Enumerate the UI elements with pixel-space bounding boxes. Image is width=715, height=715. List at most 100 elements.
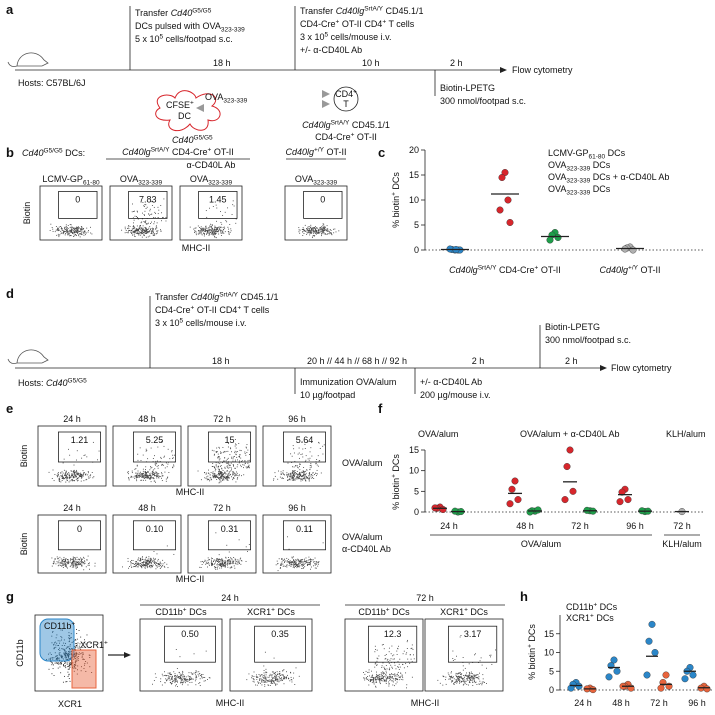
event-dot <box>473 676 475 678</box>
event-dot <box>267 684 269 686</box>
event-dot <box>296 564 298 566</box>
event-dot <box>284 677 286 679</box>
event-dot <box>222 214 224 216</box>
event-dot <box>122 566 123 568</box>
event-dot <box>461 677 463 679</box>
event-dot <box>65 559 66 561</box>
row-label: OVA/alum <box>342 532 382 542</box>
x-tick-label: 96 h <box>688 698 706 708</box>
event-dot <box>326 228 328 230</box>
event-dot <box>259 675 261 677</box>
text-segment: Transfer <box>300 6 336 16</box>
text-segment: Cd40 <box>22 148 44 158</box>
event-dot <box>477 677 479 679</box>
event-dot <box>214 567 216 569</box>
event-dot <box>454 681 456 683</box>
event-dot <box>140 227 142 229</box>
event-dot <box>65 226 67 228</box>
event-dot <box>81 655 83 657</box>
event-dot <box>88 477 90 479</box>
event-dot <box>298 675 300 677</box>
event-dot <box>450 677 452 679</box>
event-dot <box>143 235 145 237</box>
event-dot <box>144 563 145 565</box>
text-segment: DCs <box>527 624 537 644</box>
text-segment: Cd40lg <box>302 120 331 130</box>
label: Hosts: C57BL/6J <box>18 78 86 88</box>
event-dot <box>230 462 232 464</box>
event-dot <box>150 223 151 224</box>
event-dot <box>225 220 227 222</box>
text-segment: DCs <box>605 148 625 158</box>
event-dot <box>63 226 65 228</box>
event-dot <box>81 565 83 567</box>
event-dot <box>304 472 305 474</box>
event-dot <box>382 673 384 675</box>
event-dot <box>145 220 147 222</box>
event-dot <box>128 225 130 227</box>
event-dot <box>77 480 78 482</box>
event-dot <box>391 666 393 668</box>
event-dot <box>75 469 77 471</box>
event-dot <box>140 560 142 561</box>
event-dot <box>67 676 69 677</box>
event-dot <box>153 680 155 682</box>
event-dot <box>141 476 143 478</box>
event-dot <box>159 475 160 477</box>
event-dot <box>396 653 398 655</box>
event-dot <box>220 451 222 453</box>
event-dot <box>218 477 220 479</box>
event-dot <box>59 476 61 478</box>
event-dot <box>263 677 265 679</box>
event-dot <box>238 462 240 464</box>
event-dot <box>396 674 398 676</box>
event-dot <box>286 566 288 568</box>
event-dot <box>224 467 226 469</box>
event-dot <box>318 562 320 563</box>
event-dot <box>321 231 323 233</box>
event-dot <box>368 684 370 686</box>
event-dot <box>143 206 145 208</box>
event-dot <box>286 671 287 673</box>
event-dot <box>73 667 75 669</box>
plot-frame <box>187 425 257 487</box>
event-dot <box>316 231 318 233</box>
event-dot <box>219 471 221 472</box>
event-dot <box>68 655 70 657</box>
event-dot <box>292 471 293 473</box>
label: Flow cytometry <box>512 65 573 75</box>
event-dot <box>468 663 470 665</box>
event-dot <box>228 465 230 467</box>
event-dot <box>56 659 58 661</box>
event-dot <box>83 472 85 474</box>
event-dot <box>312 231 314 233</box>
gate <box>132 520 176 551</box>
event-dot <box>201 230 203 232</box>
event-dot <box>195 674 197 676</box>
event-dot <box>211 449 213 451</box>
event-dot <box>206 476 208 478</box>
event-dot <box>227 446 229 448</box>
event-dot <box>391 676 393 678</box>
event-dot <box>216 447 218 449</box>
event-dot <box>79 559 81 561</box>
event-dot <box>222 475 224 477</box>
event-dot <box>220 471 222 473</box>
event-dot <box>265 671 267 673</box>
event-dot <box>154 561 156 563</box>
event-dot <box>296 464 298 466</box>
text-segment: % biotin <box>527 648 537 680</box>
event-dot <box>283 675 285 677</box>
event-dot <box>227 477 229 479</box>
event-dot <box>78 474 80 476</box>
event-dot <box>298 561 300 562</box>
event-dot <box>265 678 267 680</box>
event-dot <box>164 566 166 568</box>
event-dot <box>73 232 75 234</box>
event-dot <box>401 675 403 677</box>
event-dot <box>292 473 294 475</box>
event-dot <box>145 450 147 452</box>
event-dot <box>197 673 199 675</box>
event-dot <box>197 225 199 227</box>
event-dot <box>249 454 250 455</box>
